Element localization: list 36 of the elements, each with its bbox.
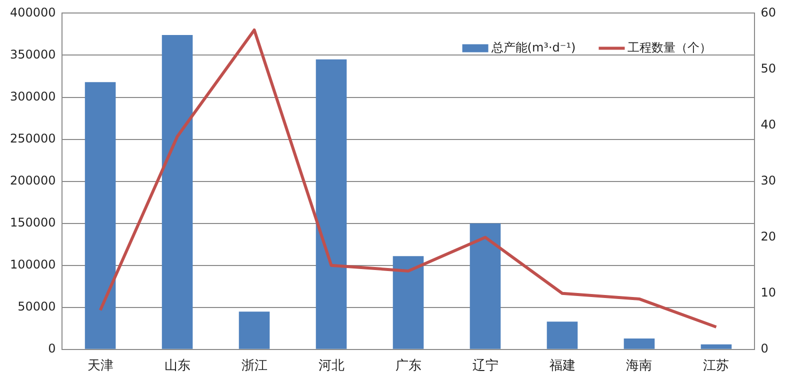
x-tick-label: 辽宁: [472, 358, 498, 374]
x-tick-label: 河北: [318, 358, 344, 374]
y-tick-label: 400000: [10, 5, 56, 20]
bar: [700, 344, 732, 349]
bar: [84, 82, 116, 349]
y2-tick-label: 0: [760, 342, 768, 356]
legend-label: 工程数量（个）: [628, 40, 712, 54]
y2-tick-label: 40: [760, 117, 776, 132]
bar: [392, 256, 424, 349]
bar: [238, 312, 270, 349]
x-tick-label: 海南: [626, 358, 652, 374]
y-tick-label: 150000: [10, 215, 56, 230]
x-tick-label: 广东: [395, 358, 422, 374]
bar: [162, 35, 193, 349]
y2-tick-label: 10: [760, 285, 776, 300]
bar: [316, 59, 347, 349]
y2-tick-label: 60: [760, 5, 776, 20]
x-tick-label: 山东: [164, 358, 190, 374]
y-tick-label: 250000: [10, 131, 56, 146]
y-tick-label: 300000: [10, 89, 56, 104]
y-tick-label: 100000: [10, 257, 56, 272]
legend-label: 总产能(m³·d⁻¹): [490, 40, 576, 54]
y2-tick-label: 30: [760, 173, 776, 188]
x-tick-label: 江苏: [703, 358, 730, 374]
x-tick-label: 天津: [87, 358, 114, 374]
bar: [470, 223, 501, 349]
y-tick-label: 50000: [18, 300, 56, 314]
y-tick-label: 350000: [10, 47, 56, 62]
y2-tick-label: 20: [760, 229, 776, 244]
x-tick-label: 福建: [549, 358, 576, 374]
bar: [624, 338, 655, 349]
y-tick-label: 200000: [10, 173, 56, 188]
y-tick-label: 0: [48, 342, 56, 356]
y2-tick-label: 50: [760, 61, 776, 76]
bar: [546, 322, 578, 349]
x-tick-label: 浙江: [241, 358, 268, 374]
